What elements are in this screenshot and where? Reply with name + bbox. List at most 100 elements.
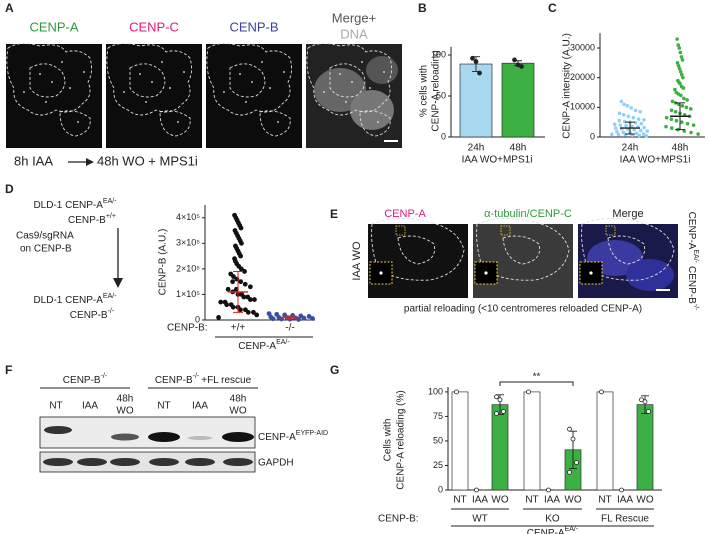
data-point — [639, 121, 644, 126]
data-point — [633, 120, 638, 125]
y-axis-label: Cells with — [383, 419, 394, 462]
channel-label: α-tubulin/CENP-C — [484, 208, 572, 220]
text-part: CENP-B — [155, 375, 193, 386]
data-point — [626, 114, 631, 119]
data-point — [612, 122, 617, 127]
shape — [111, 433, 139, 441]
data-point — [679, 72, 684, 77]
arrow — [68, 158, 94, 166]
y-tick-label: 50 — [433, 435, 443, 445]
data-point — [639, 397, 644, 403]
data-point — [676, 64, 681, 68]
panel-label: D — [5, 182, 14, 196]
data-point — [519, 64, 524, 69]
channel-label: Merge+ — [332, 10, 376, 25]
x-tick-label: 24h — [622, 143, 639, 154]
data-point — [631, 115, 636, 120]
lane-label: NT — [49, 401, 62, 412]
y-tick-label: 100 — [431, 49, 446, 59]
scheme-text: on CENP-B — [20, 244, 72, 255]
data-point — [494, 411, 499, 416]
data-point — [673, 87, 677, 92]
data-point — [239, 240, 244, 246]
shape — [473, 224, 573, 298]
bar — [523, 391, 541, 491]
data-point — [678, 50, 683, 55]
group-label: WT — [472, 514, 488, 525]
scheme-text: Cas9/sgRNA — [16, 231, 74, 242]
data-point — [252, 297, 257, 302]
data-point — [646, 409, 651, 414]
y-tick-label: 0 — [441, 131, 446, 141]
text-part: CENP-B — [70, 310, 108, 321]
sd-bar — [675, 102, 685, 131]
y-tick-label: 0 — [590, 131, 595, 141]
x-tick-label: IAA — [544, 495, 560, 506]
data-point — [613, 126, 618, 130]
text-part: DLD-1 CENP-A — [33, 200, 103, 211]
bar — [636, 404, 654, 491]
lane-label: 48h — [230, 394, 247, 405]
treatment-label: 48h WO + MPS1i — [97, 153, 198, 168]
lane-label: IAA — [192, 401, 208, 412]
data-point — [310, 316, 315, 321]
shape — [106, 44, 202, 148]
data-point — [567, 426, 572, 432]
shape — [626, 259, 674, 291]
x-axis-label: CENP-AEA/- — [238, 339, 290, 352]
text-part: EA/- — [692, 249, 699, 263]
superscript: EA/- — [276, 339, 290, 346]
panel-label: F — [5, 363, 12, 377]
data-point — [477, 70, 482, 76]
data-point — [677, 46, 682, 50]
y-tick-label: 10000 — [570, 102, 595, 112]
significance-label: ** — [533, 372, 541, 383]
lane-label: 48h — [117, 394, 134, 405]
y-tick-label: 20000 — [570, 72, 595, 82]
panel-label: B — [418, 1, 427, 15]
lane-label: WO — [229, 406, 246, 417]
data-point — [574, 460, 579, 465]
data-point — [641, 132, 646, 136]
y-axis-label: CENP-A intensity (A.U.) — [562, 33, 573, 139]
shape — [113, 278, 123, 288]
x-tick-label: NT — [453, 495, 466, 506]
data-point — [470, 55, 475, 61]
text-part: DLD-1 CENP-A — [33, 295, 103, 306]
x-tick-label: 48h — [672, 143, 689, 154]
text-part: CENP-B — [68, 215, 106, 226]
micrograph — [206, 42, 302, 148]
data-point — [638, 128, 643, 133]
x-axis-label: IAA WO+MPS1i — [462, 155, 533, 166]
bar — [459, 63, 493, 138]
arrow — [113, 228, 123, 288]
data-point — [512, 57, 517, 63]
data-point — [216, 315, 221, 320]
data-point — [619, 99, 624, 104]
data-point — [570, 436, 576, 442]
x-axis-label: IAA WO+MPS1i — [620, 155, 691, 166]
data-point — [691, 123, 696, 127]
text-part: -/- — [193, 373, 200, 380]
scheme-text: DLD-1 CENP-AEA/- — [33, 293, 117, 306]
shape — [77, 458, 107, 466]
data-point — [680, 120, 684, 124]
y-tick-label: 50 — [436, 90, 446, 100]
data-point — [242, 269, 247, 274]
shape — [44, 426, 72, 434]
shape — [6, 44, 102, 148]
data-point — [609, 132, 614, 137]
text-part: CENP-A — [686, 212, 697, 250]
data-point — [633, 108, 638, 113]
data-point — [618, 123, 623, 127]
group-label: CENP-B-/- — [63, 373, 108, 386]
shape — [188, 436, 212, 440]
data-point — [624, 123, 628, 128]
data-point — [675, 37, 679, 41]
data-point — [681, 75, 685, 80]
shape — [148, 432, 180, 442]
panel-label: C — [548, 1, 557, 15]
channel-label: CENP-C — [129, 19, 179, 34]
data-point — [669, 108, 674, 113]
data-point — [679, 55, 684, 59]
